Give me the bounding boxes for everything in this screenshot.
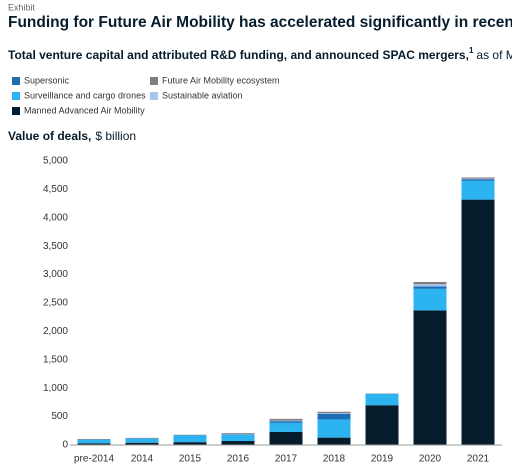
bar-segment (317, 413, 351, 420)
bar-segment (317, 413, 351, 414)
bar-segment (461, 180, 495, 200)
y-tick-label: 0 (62, 440, 68, 451)
x-tick-label: 2020 (419, 454, 442, 465)
bar-segment (461, 199, 495, 445)
y-tick-label: 4,000 (43, 212, 68, 223)
y-tick-label: 4,500 (43, 184, 68, 195)
y-tick-label: 1,500 (43, 354, 68, 365)
bar-segment (125, 438, 159, 443)
bar-segment (413, 288, 447, 311)
y-tick-label: 1,000 (43, 383, 68, 394)
x-tick-label: pre-2014 (74, 454, 114, 465)
bar-segment (317, 437, 351, 445)
legend-label: Supersonic (24, 75, 70, 85)
bar-segment (365, 405, 399, 445)
subtitle-main: Total venture capital and attributed R&D… (8, 48, 469, 62)
bar-segment (77, 439, 111, 440)
bar-segment (413, 281, 447, 285)
x-tick-label: 2017 (275, 454, 298, 465)
x-tick-label: 2015 (179, 454, 202, 465)
y-tick-label: 500 (51, 411, 68, 422)
bar-segment (269, 418, 303, 421)
bar-segment (317, 411, 351, 414)
y-tick-label: 2,000 (43, 326, 68, 337)
legend-swatch (12, 77, 20, 85)
bar-segment (173, 435, 207, 443)
x-tick-label: 2019 (371, 454, 394, 465)
y-tick-label: 2,500 (43, 298, 68, 309)
y-axis-label: Value of deals, (8, 129, 91, 143)
bar-segment (221, 434, 255, 435)
bar-segment (221, 433, 255, 434)
legend-swatch (12, 107, 20, 115)
bar-segment (413, 286, 447, 289)
legend-swatch (150, 92, 158, 100)
bar-segment (221, 434, 255, 442)
legend-swatch (12, 92, 20, 100)
x-tick-label: 2018 (323, 454, 346, 465)
bar-segment (461, 179, 495, 181)
bar-segment (125, 442, 159, 445)
subtitle: Total venture capital and attributed R&D… (8, 46, 512, 62)
bar-segment (269, 421, 303, 423)
y-tick-label: 5,000 (43, 156, 68, 167)
legend-label: Sustainable aviation (162, 90, 243, 100)
x-tick-label: 2021 (467, 454, 490, 465)
legend-swatch (150, 77, 158, 85)
bar-segment (77, 439, 111, 444)
x-tick-label: 2016 (227, 454, 250, 465)
bar-segment (269, 422, 303, 432)
bar-segment (269, 420, 303, 422)
kicker: Exhibit (8, 2, 36, 12)
y-tick-label: 3,500 (43, 241, 68, 252)
y-tick-label: 3,000 (43, 269, 68, 280)
x-tick-label: 2014 (131, 454, 154, 465)
bar-segment (173, 442, 207, 445)
bar-segment (413, 284, 447, 287)
chart-title: Funding for Future Air Mobility has acce… (8, 14, 512, 31)
bar-segment (317, 419, 351, 438)
bar-segment (269, 431, 303, 445)
y-axis-unit: $ billion (95, 129, 136, 143)
bar-segment (77, 443, 111, 445)
legend-label: Future Air Mobility ecosystem (162, 75, 280, 85)
footnote-mark: 1 (469, 46, 474, 55)
bar-segment (413, 310, 447, 445)
bar-segment (461, 177, 495, 179)
bar-segment (221, 441, 255, 445)
bar-segment (365, 393, 399, 406)
subtitle-suffix: as of May 31, 2021 (476, 48, 512, 62)
bar-segment (125, 438, 159, 439)
y-axis-title: Value of deals, $ billion (8, 129, 136, 143)
legend-label: Manned Advanced Air Mobility (24, 105, 145, 115)
legend-label: Surveillance and cargo drones (24, 90, 146, 100)
bar-segment (461, 178, 495, 180)
